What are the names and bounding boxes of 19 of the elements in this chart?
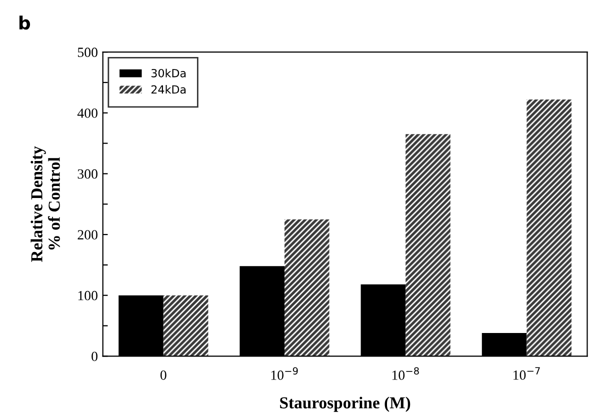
bar xyxy=(284,219,330,356)
y-tick-label: 300 xyxy=(78,169,98,179)
bar xyxy=(526,100,572,356)
bar xyxy=(163,295,208,356)
legend-label: 30kDa xyxy=(151,68,186,78)
x-axis-title: Staurosporine (M) xyxy=(280,396,410,412)
bar xyxy=(406,134,450,356)
x-tick-label: 10$^{−8}$ xyxy=(392,367,419,380)
y-tick-label: 200 xyxy=(78,230,98,240)
x-tick-label: 10$^{−9}$ xyxy=(271,367,298,380)
y-axis-title: Relative Density % of Control xyxy=(30,146,60,262)
x-tick-label: 10$^{−7}$ xyxy=(514,367,540,380)
legend-label: 24kDa xyxy=(151,85,186,94)
y-tick-label: 500 xyxy=(78,48,98,58)
y-tick-label: 0 xyxy=(92,352,98,362)
y-tick-label: 100 xyxy=(78,290,98,300)
text: b xyxy=(19,16,30,30)
x-tick-label: 0 xyxy=(160,370,166,380)
y-tick-label: 400 xyxy=(77,108,98,118)
